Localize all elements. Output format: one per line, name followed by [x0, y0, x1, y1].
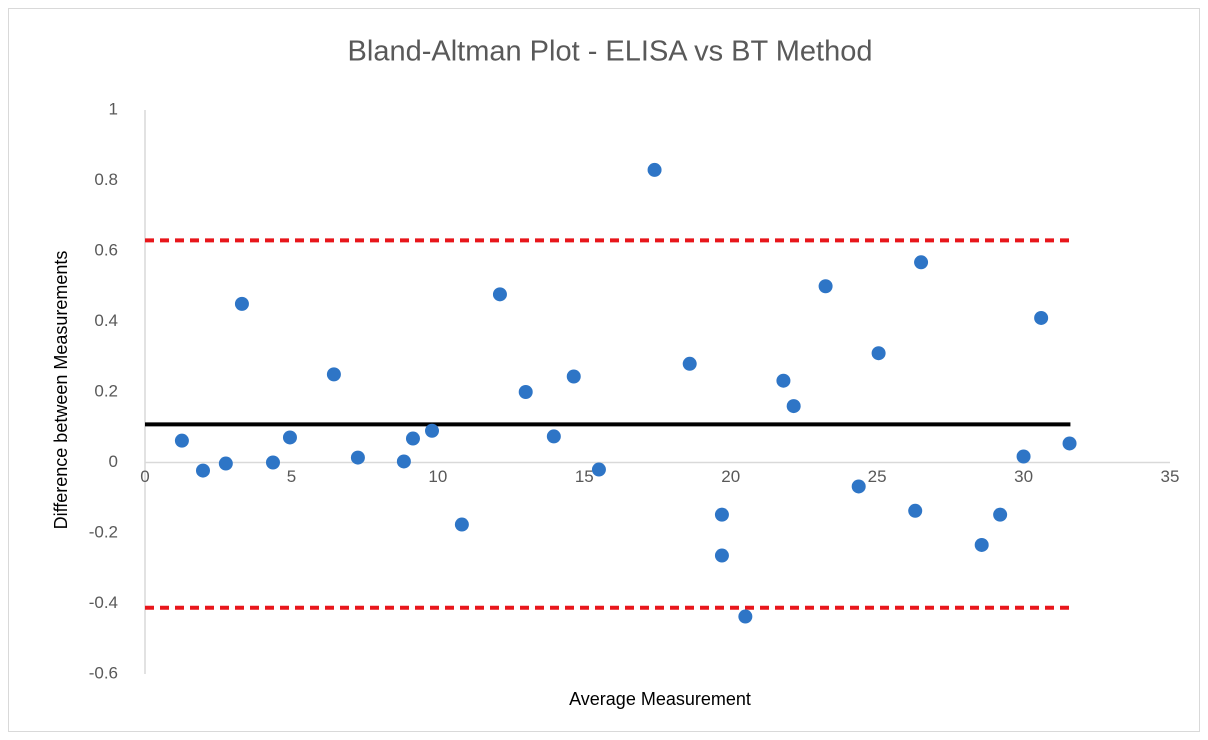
point: [282, 430, 297, 445]
x-tick-label: 25: [868, 467, 887, 486]
x-tick-label: 35: [1161, 467, 1180, 486]
y-tick-label: -0.2: [89, 522, 118, 541]
x-tick-label: 20: [721, 467, 740, 486]
point: [425, 423, 439, 438]
y-tick-label: 1: [109, 99, 118, 118]
y-tick-label: 0: [109, 452, 118, 471]
x-tick-label: 15: [575, 467, 594, 486]
point: [818, 279, 833, 294]
point: [871, 346, 886, 361]
chart-frame: [8, 8, 1200, 732]
point: [647, 162, 662, 177]
point: [714, 507, 729, 522]
point: [195, 463, 210, 478]
y-tick-label: 0.4: [94, 311, 118, 330]
y-tick-label: -0.6: [89, 663, 118, 682]
y-tick-label: -0.4: [89, 593, 118, 612]
point: [518, 385, 533, 399]
point: [682, 356, 697, 371]
point: [234, 296, 249, 311]
point: [396, 454, 411, 469]
point: [1016, 449, 1031, 464]
point: [738, 609, 753, 624]
x-tick-label: 0: [140, 467, 149, 486]
point: [566, 369, 581, 384]
point: [714, 548, 729, 563]
point: [546, 429, 561, 444]
point: [974, 537, 989, 552]
y-tick-label: 0.2: [94, 381, 118, 400]
x-tick-label: 5: [287, 467, 296, 486]
x-axis-title: Average Measurement: [569, 689, 751, 709]
point: [1034, 310, 1049, 325]
point: [265, 455, 280, 470]
point: [492, 287, 507, 302]
point: [174, 433, 189, 448]
x-tick-label: 10: [428, 467, 447, 486]
chart-title: Bland-Altman Plot - ELISA vs BT Method: [348, 36, 873, 68]
point: [218, 456, 233, 471]
point: [405, 431, 420, 446]
y-tick-label: 0.6: [94, 240, 118, 259]
point: [591, 462, 606, 477]
point: [454, 517, 469, 532]
point: [908, 503, 923, 518]
point: [786, 399, 801, 414]
x-tick-label: 30: [1014, 467, 1033, 486]
point: [350, 450, 365, 465]
y-tick-label: 0.8: [94, 170, 118, 189]
point: [326, 367, 341, 382]
point: [993, 507, 1008, 522]
point: [914, 255, 929, 270]
point: [851, 479, 866, 494]
point: [1062, 436, 1077, 451]
point: [776, 373, 791, 388]
y-axis-title: Difference between Measurements: [51, 251, 71, 530]
